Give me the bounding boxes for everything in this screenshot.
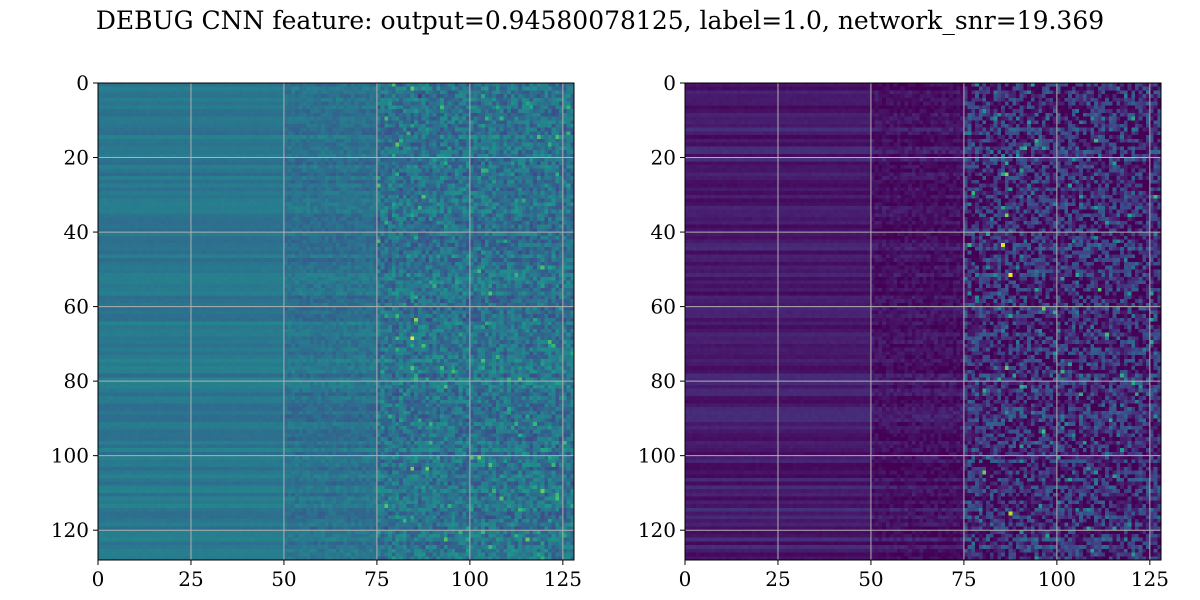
- y-tick-label: 0: [76, 71, 89, 95]
- y-tick-label: 20: [64, 146, 89, 170]
- x-tick-label: 125: [1131, 567, 1169, 591]
- y-tick-label: 0: [663, 71, 676, 95]
- x-tick-label: 0: [679, 567, 692, 591]
- heatmap-panel-right: 0 25 50 75 100 125 0 20 40 60 80 100 120: [638, 71, 1169, 591]
- heatmap-image-left: [98, 83, 574, 560]
- y-tick-label: 100: [51, 444, 89, 468]
- x-tick-label: 75: [364, 567, 389, 591]
- x-tick-label: 25: [765, 567, 790, 591]
- x-tick-label: 50: [858, 567, 883, 591]
- y-tick-label: 120: [51, 518, 89, 542]
- x-tick-label: 100: [451, 567, 489, 591]
- y-tick-label: 60: [651, 295, 676, 319]
- x-tick-label: 25: [178, 567, 203, 591]
- x-tick-label: 75: [951, 567, 976, 591]
- x-tick-label: 125: [544, 567, 582, 591]
- x-tick-label: 50: [271, 567, 296, 591]
- y-tick-label: 40: [651, 220, 676, 244]
- y-tick-label: 20: [651, 146, 676, 170]
- axes-frame-left: [97, 82, 575, 561]
- heatmap-panel-left: 0 25 50 75 100 125 0 20 40 60 80 100 120: [51, 71, 582, 591]
- y-tick-label: 120: [638, 518, 676, 542]
- y-tick-label: 80: [64, 369, 89, 393]
- y-tick-label: 100: [638, 444, 676, 468]
- axes-frame-right: [684, 82, 1162, 561]
- y-tick-label: 80: [651, 369, 676, 393]
- heatmap-image-right: [685, 83, 1161, 560]
- y-tick-label: 60: [64, 295, 89, 319]
- x-tick-label: 0: [92, 567, 105, 591]
- y-tick-label: 40: [64, 220, 89, 244]
- figure-title: DEBUG CNN feature: output=0.94580078125,…: [95, 6, 1105, 35]
- x-tick-label: 100: [1038, 567, 1076, 591]
